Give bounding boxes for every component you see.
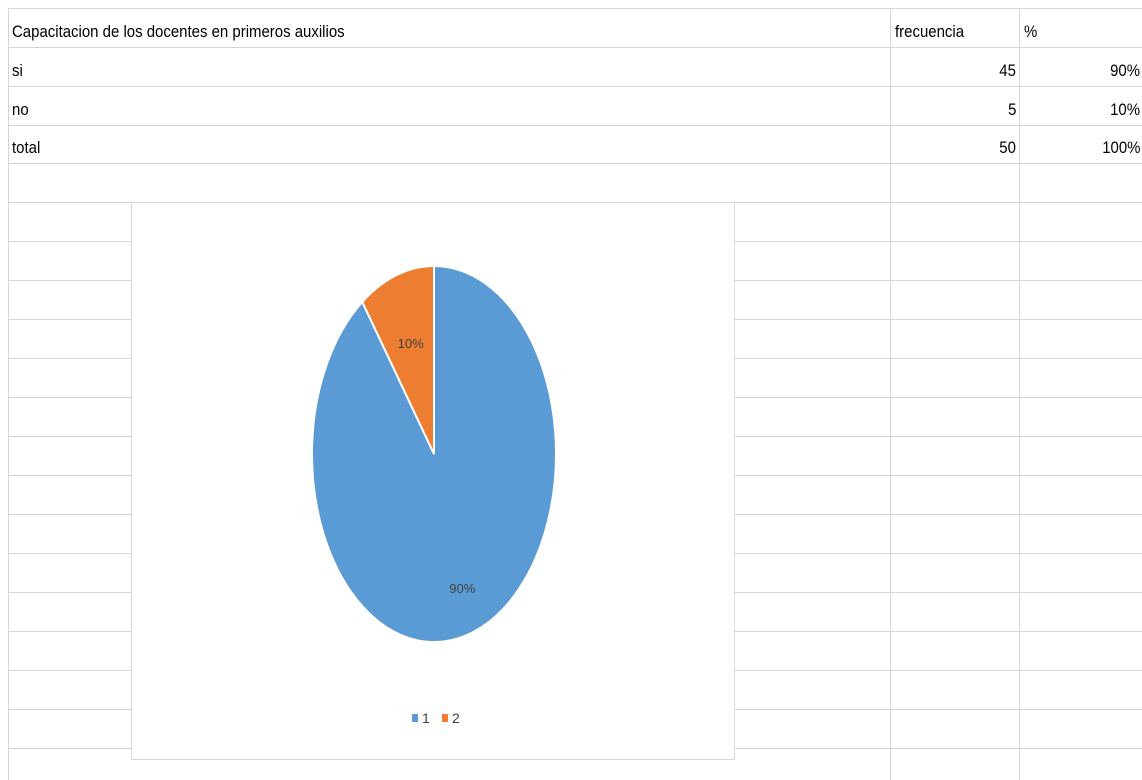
- grid-column-line: [8, 8, 9, 780]
- data-label-1: 90%: [449, 581, 475, 596]
- row-frecuencia-si: 45: [999, 61, 1016, 80]
- row-frecuencia-total: 50: [999, 138, 1016, 157]
- row-pct-total: 100%: [1101, 138, 1140, 157]
- legend-label-2: 2: [452, 710, 460, 726]
- pie-slice-2[interactable]: [361, 264, 435, 455]
- row-frecuencia-no: 5: [1007, 100, 1016, 119]
- column-header-frecuencia: frecuencia: [895, 22, 965, 41]
- row-pct-si: 90%: [1110, 61, 1140, 80]
- pie-chart[interactable]: 90% 10% 1 2: [131, 202, 735, 760]
- grid-row-line: [8, 163, 1142, 164]
- legend-swatch-1: [412, 714, 418, 722]
- pie-chart-svg: 90% 10% 1 2: [311, 264, 557, 726]
- grid-row-line: [8, 86, 1142, 87]
- grid-row-line: [8, 125, 1142, 126]
- row-label-total: total: [12, 138, 41, 157]
- legend-label-1: 1: [422, 710, 430, 726]
- row-pct-no: 10%: [1110, 100, 1140, 119]
- grid-column-line: [890, 8, 891, 780]
- grid-row-line: [8, 47, 1142, 48]
- legend-swatch-2: [442, 714, 448, 722]
- grid-row-line: [8, 8, 1142, 9]
- table-title: Capacitacion de los docentes en primeros…: [12, 22, 345, 41]
- grid-column-line: [1019, 8, 1020, 780]
- data-label-2: 10%: [398, 336, 424, 351]
- row-label-no: no: [12, 100, 29, 119]
- column-header-percent: %: [1024, 22, 1038, 41]
- row-label-si: si: [12, 61, 23, 80]
